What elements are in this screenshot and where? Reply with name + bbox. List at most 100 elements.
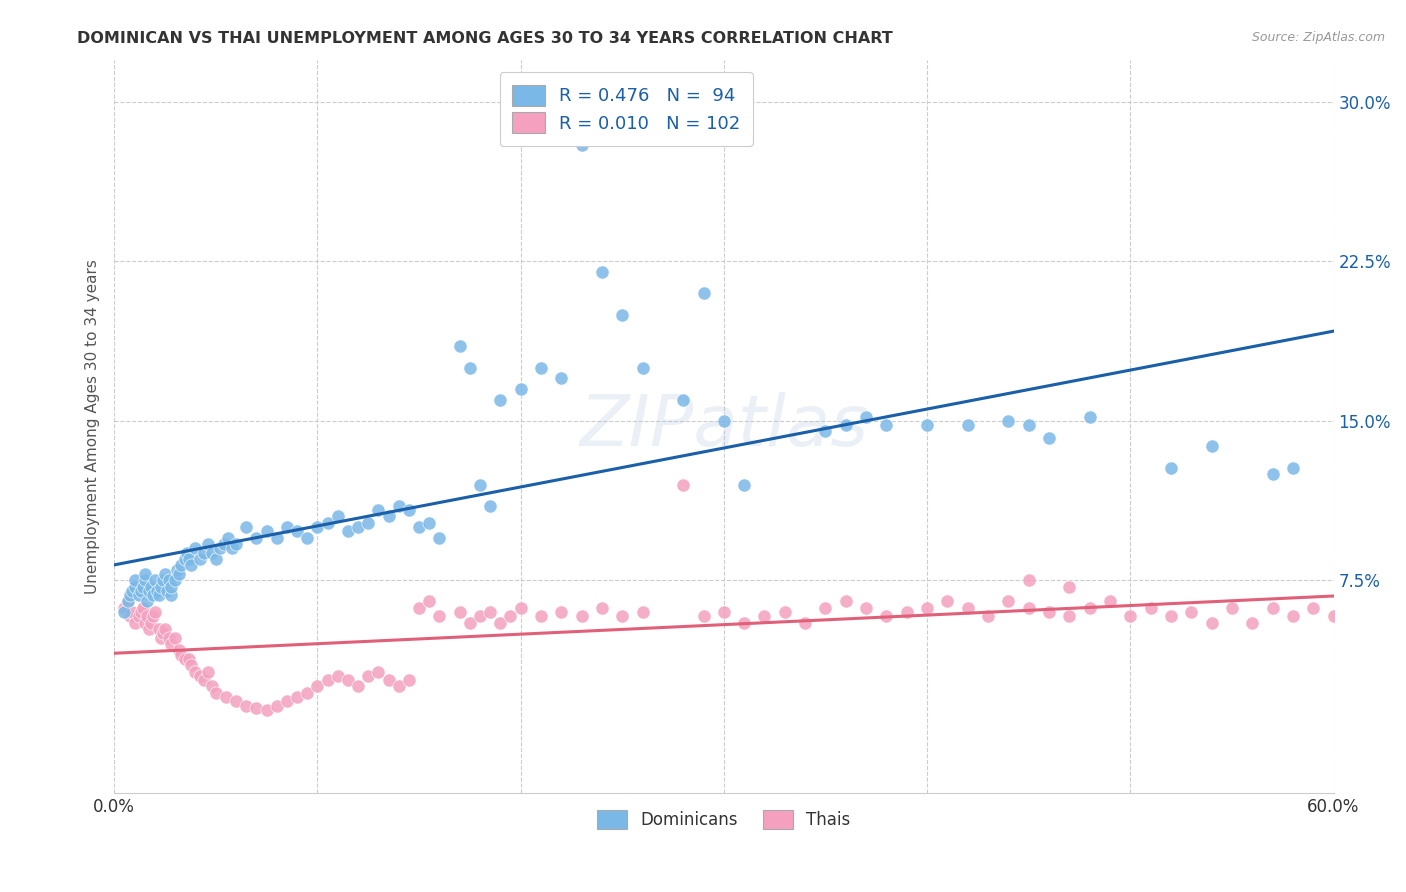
Point (112, 600, 135, 615)
Point (458, 360, 481, 375)
Point (1180, 605, 1202, 619)
Point (121, 583, 143, 598)
Point (112, 605, 135, 619)
Point (336, 524, 359, 539)
Legend: Dominicans, Thais: Dominicans, Thais (591, 803, 858, 836)
Point (297, 686, 319, 700)
Point (245, 700, 267, 714)
Point (201, 545, 224, 559)
Point (285, 690, 308, 704)
Point (124, 573, 146, 587)
Point (316, 673, 339, 687)
Point (388, 499, 411, 513)
Point (204, 686, 226, 700)
Point (148, 588, 170, 602)
Point (733, 615, 755, 630)
Point (160, 580, 183, 594)
Point (197, 537, 219, 551)
Point (530, 360, 553, 375)
Point (307, 520, 329, 534)
Point (208, 541, 231, 556)
Point (165, 631, 187, 645)
Point (692, 286, 714, 301)
Point (307, 680, 329, 694)
Text: ZIPatlas: ZIPatlas (579, 392, 869, 460)
Point (142, 588, 165, 602)
Point (135, 594, 157, 608)
Point (1201, 615, 1223, 630)
Point (754, 609, 776, 624)
Point (197, 665, 219, 679)
Point (184, 541, 207, 556)
Point (179, 552, 201, 566)
Point (326, 669, 349, 683)
Point (794, 615, 817, 630)
Point (160, 588, 183, 602)
Point (591, 600, 613, 615)
Point (134, 573, 156, 587)
Point (1018, 600, 1040, 615)
Point (201, 680, 224, 694)
Point (357, 516, 380, 530)
Point (121, 605, 143, 619)
Point (1241, 615, 1264, 630)
Point (212, 537, 235, 551)
Point (170, 648, 193, 662)
Point (256, 703, 278, 717)
Point (148, 622, 170, 636)
Point (977, 609, 1000, 624)
Point (179, 652, 201, 666)
Point (138, 622, 160, 636)
Point (1201, 439, 1223, 453)
Point (855, 409, 877, 424)
Point (316, 516, 339, 530)
Point (128, 588, 150, 602)
Point (855, 600, 877, 615)
Point (149, 631, 172, 645)
Point (458, 615, 481, 630)
Point (612, 308, 634, 322)
Point (297, 531, 319, 545)
Point (188, 669, 211, 683)
Point (398, 673, 420, 687)
Point (1038, 605, 1060, 619)
Point (571, 137, 593, 152)
Point (193, 545, 215, 559)
Point (153, 566, 176, 581)
Point (875, 609, 897, 624)
Point (204, 552, 226, 566)
Point (129, 583, 152, 598)
Point (153, 622, 176, 636)
Point (418, 594, 440, 608)
Point (915, 600, 938, 615)
Point (1098, 594, 1121, 608)
Point (956, 600, 979, 615)
Point (129, 605, 152, 619)
Point (157, 573, 180, 587)
Point (120, 609, 142, 624)
Point (193, 673, 215, 687)
Point (157, 631, 180, 645)
Point (167, 643, 190, 657)
Point (398, 503, 420, 517)
Point (1139, 600, 1161, 615)
Point (449, 339, 471, 353)
Point (117, 594, 139, 608)
Point (479, 605, 502, 619)
Point (276, 520, 298, 534)
Point (713, 414, 735, 428)
Point (449, 605, 471, 619)
Point (692, 609, 714, 624)
Point (152, 626, 174, 640)
Point (1261, 467, 1284, 481)
Point (326, 509, 349, 524)
Point (143, 605, 166, 619)
Point (835, 418, 858, 433)
Point (143, 573, 166, 587)
Point (875, 418, 897, 433)
Point (1261, 600, 1284, 615)
Point (139, 580, 162, 594)
Point (235, 698, 257, 713)
Point (217, 531, 239, 545)
Point (427, 609, 450, 624)
